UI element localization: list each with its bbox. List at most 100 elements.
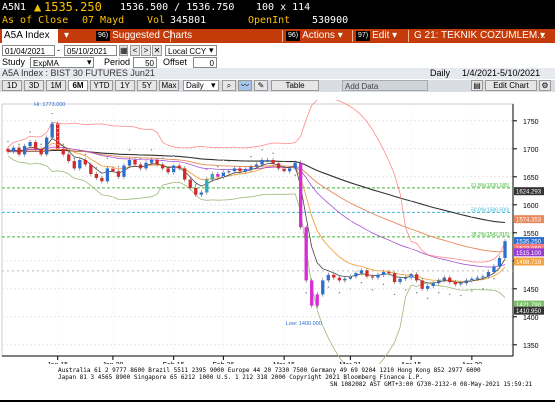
range-button-ytd[interactable]: YTD bbox=[90, 80, 113, 91]
date-step-forward-button[interactable]: > bbox=[141, 45, 151, 56]
candle bbox=[105, 168, 110, 182]
sar-dot bbox=[172, 154, 175, 157]
ticker-menu-chevron-icon[interactable]: ▾ bbox=[64, 30, 70, 41]
offset-label: Offset bbox=[163, 57, 187, 67]
sar-dot bbox=[195, 183, 197, 186]
date-range-dash: - bbox=[57, 45, 60, 55]
sar-dot bbox=[471, 290, 473, 292]
range-button-6m[interactable]: 6M bbox=[68, 80, 88, 91]
sar-dot bbox=[128, 149, 131, 151]
study-chevron-icon[interactable]: ▾ bbox=[87, 57, 92, 67]
date-from-input[interactable]: 01/04/2021 bbox=[2, 45, 55, 56]
actions-button[interactable]: 96) Actions ▾ bbox=[286, 30, 343, 41]
candle bbox=[448, 277, 452, 283]
date-step-back-button[interactable]: < bbox=[130, 45, 140, 56]
range-button-1y[interactable]: 1Y bbox=[115, 80, 135, 91]
study-select[interactable]: ExpMA bbox=[30, 57, 94, 68]
sar-dot bbox=[95, 167, 98, 169]
chart-svg[interactable]: 13501400145015001550160016501700175061.8… bbox=[0, 98, 555, 400]
price-label: 1515.100 bbox=[516, 251, 542, 257]
sar-dot bbox=[460, 294, 462, 297]
candle bbox=[122, 165, 126, 177]
ticker-go-button[interactable] bbox=[78, 29, 96, 43]
sar-dot bbox=[161, 157, 164, 160]
candle bbox=[348, 276, 353, 279]
candle bbox=[475, 277, 480, 279]
quote-open-interest: 530900 bbox=[312, 15, 349, 26]
range-button-max[interactable]: Max bbox=[159, 80, 179, 91]
candle bbox=[470, 278, 474, 281]
candle bbox=[492, 266, 496, 272]
candle bbox=[426, 286, 430, 289]
candle bbox=[503, 241, 507, 258]
edit-button[interactable]: 97) Edit ▾ bbox=[356, 30, 398, 41]
chart-type-icon[interactable]: 〰 bbox=[238, 80, 252, 91]
suggested-label: Suggested Charts bbox=[112, 30, 193, 41]
zoom-icon[interactable]: ⌕ bbox=[222, 80, 236, 91]
candle bbox=[276, 163, 281, 169]
quote-close-date: 07 Mayd bbox=[82, 15, 125, 26]
calendar-icon[interactable]: ▦ bbox=[119, 45, 128, 56]
edit-chart-button[interactable]: Edit Chart bbox=[485, 80, 537, 91]
candle bbox=[243, 169, 248, 172]
sar-dot bbox=[393, 293, 396, 296]
candle bbox=[44, 137, 49, 155]
range-button-5y[interactable]: 5Y bbox=[137, 80, 157, 91]
settings-icon[interactable]: ⚙ bbox=[539, 80, 551, 91]
currency-select[interactable]: Local CCY bbox=[165, 45, 217, 56]
candle bbox=[442, 277, 446, 281]
candle bbox=[287, 168, 292, 172]
candle bbox=[39, 148, 43, 155]
suggested-charts-button[interactable]: 96) Suggested Charts bbox=[96, 29, 192, 43]
candle bbox=[188, 179, 192, 188]
sar-dot bbox=[84, 153, 87, 156]
add-data-input[interactable]: Add Data bbox=[342, 80, 428, 91]
candle bbox=[414, 274, 419, 281]
currency-chevron-icon[interactable]: ▾ bbox=[209, 45, 214, 55]
layout-icon[interactable]: ▤ bbox=[471, 80, 483, 91]
candle bbox=[100, 177, 104, 182]
candle bbox=[227, 171, 231, 173]
range-button-1m[interactable]: 1M bbox=[46, 80, 66, 91]
candle bbox=[459, 283, 463, 285]
date-to-input[interactable]: 05/10/2021 bbox=[64, 45, 117, 56]
offset-input[interactable]: 0 bbox=[193, 57, 217, 68]
period-input[interactable]: 50 bbox=[133, 57, 157, 68]
candle bbox=[271, 160, 275, 164]
frequency-chevron-icon[interactable]: ▾ bbox=[211, 80, 216, 90]
sar-dot bbox=[438, 292, 440, 294]
candle bbox=[359, 270, 364, 274]
footer-session: SN 1082082 AST GMT+3:00 G730-2132-0 08-M… bbox=[330, 381, 533, 388]
candle bbox=[337, 277, 341, 281]
price-label: 1498.719 bbox=[516, 260, 542, 266]
candle bbox=[354, 273, 358, 277]
candle bbox=[282, 168, 286, 172]
period-label: Period bbox=[104, 57, 131, 67]
candle bbox=[486, 272, 491, 277]
range-toolbar: 1D 3D 1M 6M YTD 1Y 5Y Max Daily ▾ ⌕ 〰 ✎ Table A… bbox=[0, 80, 555, 92]
range-button-3d[interactable]: 3D bbox=[24, 80, 44, 91]
range-button-1d[interactable]: 1D bbox=[2, 80, 22, 91]
sar-dot bbox=[228, 160, 230, 162]
price-label: 1421.790 bbox=[516, 303, 542, 309]
price-label: 1535.250 bbox=[516, 240, 542, 246]
sar-dot bbox=[426, 297, 429, 300]
frequency-select[interactable]: Daily bbox=[183, 80, 219, 91]
table-button[interactable]: Table bbox=[271, 80, 319, 91]
actions-num: 96) bbox=[286, 31, 301, 41]
draw-icon[interactable]: ✎ bbox=[254, 80, 268, 91]
footer-contacts-1: Australia 61 2 9777 8600 Brazil 5511 239… bbox=[58, 367, 481, 374]
date-reset-button[interactable]: ✕ bbox=[152, 45, 162, 56]
ticker-input[interactable]: A5A Index bbox=[2, 29, 58, 43]
candle bbox=[232, 168, 237, 172]
candle bbox=[343, 278, 347, 281]
sar-dot bbox=[139, 157, 142, 160]
chart-title: G 21: TEKNIK COZUMLEM... bbox=[414, 30, 546, 41]
sar-dot bbox=[272, 152, 274, 154]
candle bbox=[238, 168, 242, 172]
candle bbox=[481, 276, 485, 278]
sar-dot bbox=[449, 293, 451, 296]
candle bbox=[370, 276, 375, 278]
candle bbox=[409, 274, 413, 278]
toolbar-more-chevron-icon[interactable]: ▾ bbox=[540, 30, 546, 41]
